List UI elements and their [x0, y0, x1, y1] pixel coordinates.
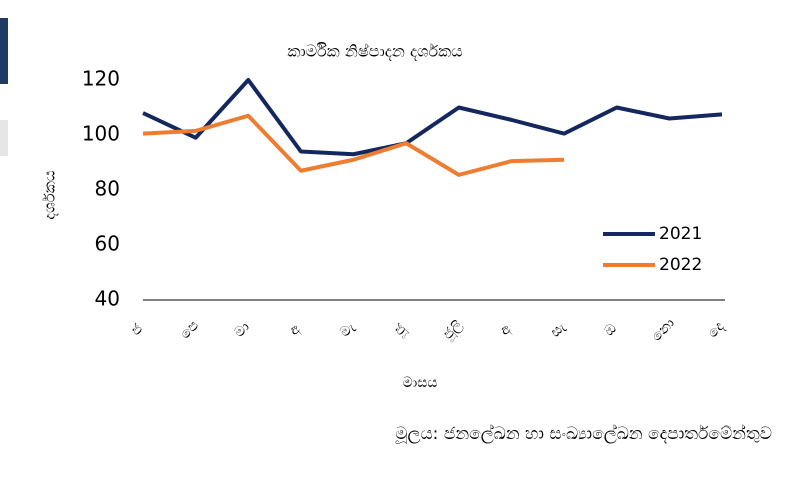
decor-bar [0, 18, 8, 84]
series-line [142, 113, 565, 177]
x-tick-label: දෙ [705, 319, 727, 341]
x-tick-label: නො [649, 315, 679, 345]
y-axis-label: දර්ශකය [41, 170, 59, 220]
x-tick-label: ජූලි [440, 317, 466, 343]
x-tick-label: ජ [128, 321, 146, 339]
y-tick-label: 60 [95, 232, 120, 256]
y-tick-label: 40 [95, 287, 120, 311]
x-tick-label: අ [286, 321, 304, 339]
x-tick-label: අ [497, 321, 515, 339]
x-tick-label: ජූ [391, 321, 410, 340]
series-line [142, 78, 723, 157]
y-tick-label: 80 [95, 177, 120, 201]
x-tick-label: මා [231, 319, 253, 341]
y-tick-label: 100 [82, 122, 120, 146]
x-tick-label: සැ [547, 319, 568, 340]
x-tick-label: මැ [337, 319, 358, 340]
chart-title: කාර්මික නිෂ්පාදන දර්ශකය [287, 42, 462, 61]
x-tick-label: ඔ [601, 321, 620, 340]
source: මූලය: ජනලේඛන හා සංඛ්‍යාලේඛන දෙපාර්තමේන්ත… [395, 424, 772, 444]
decor-box [0, 120, 8, 156]
x-axis-label: මාසය [403, 375, 438, 391]
y-tick-label: 120 [82, 67, 120, 91]
legend-label: 2022 [659, 255, 702, 275]
x-tick-label: පෙ [177, 318, 202, 343]
legend-label: 2021 [659, 224, 702, 244]
